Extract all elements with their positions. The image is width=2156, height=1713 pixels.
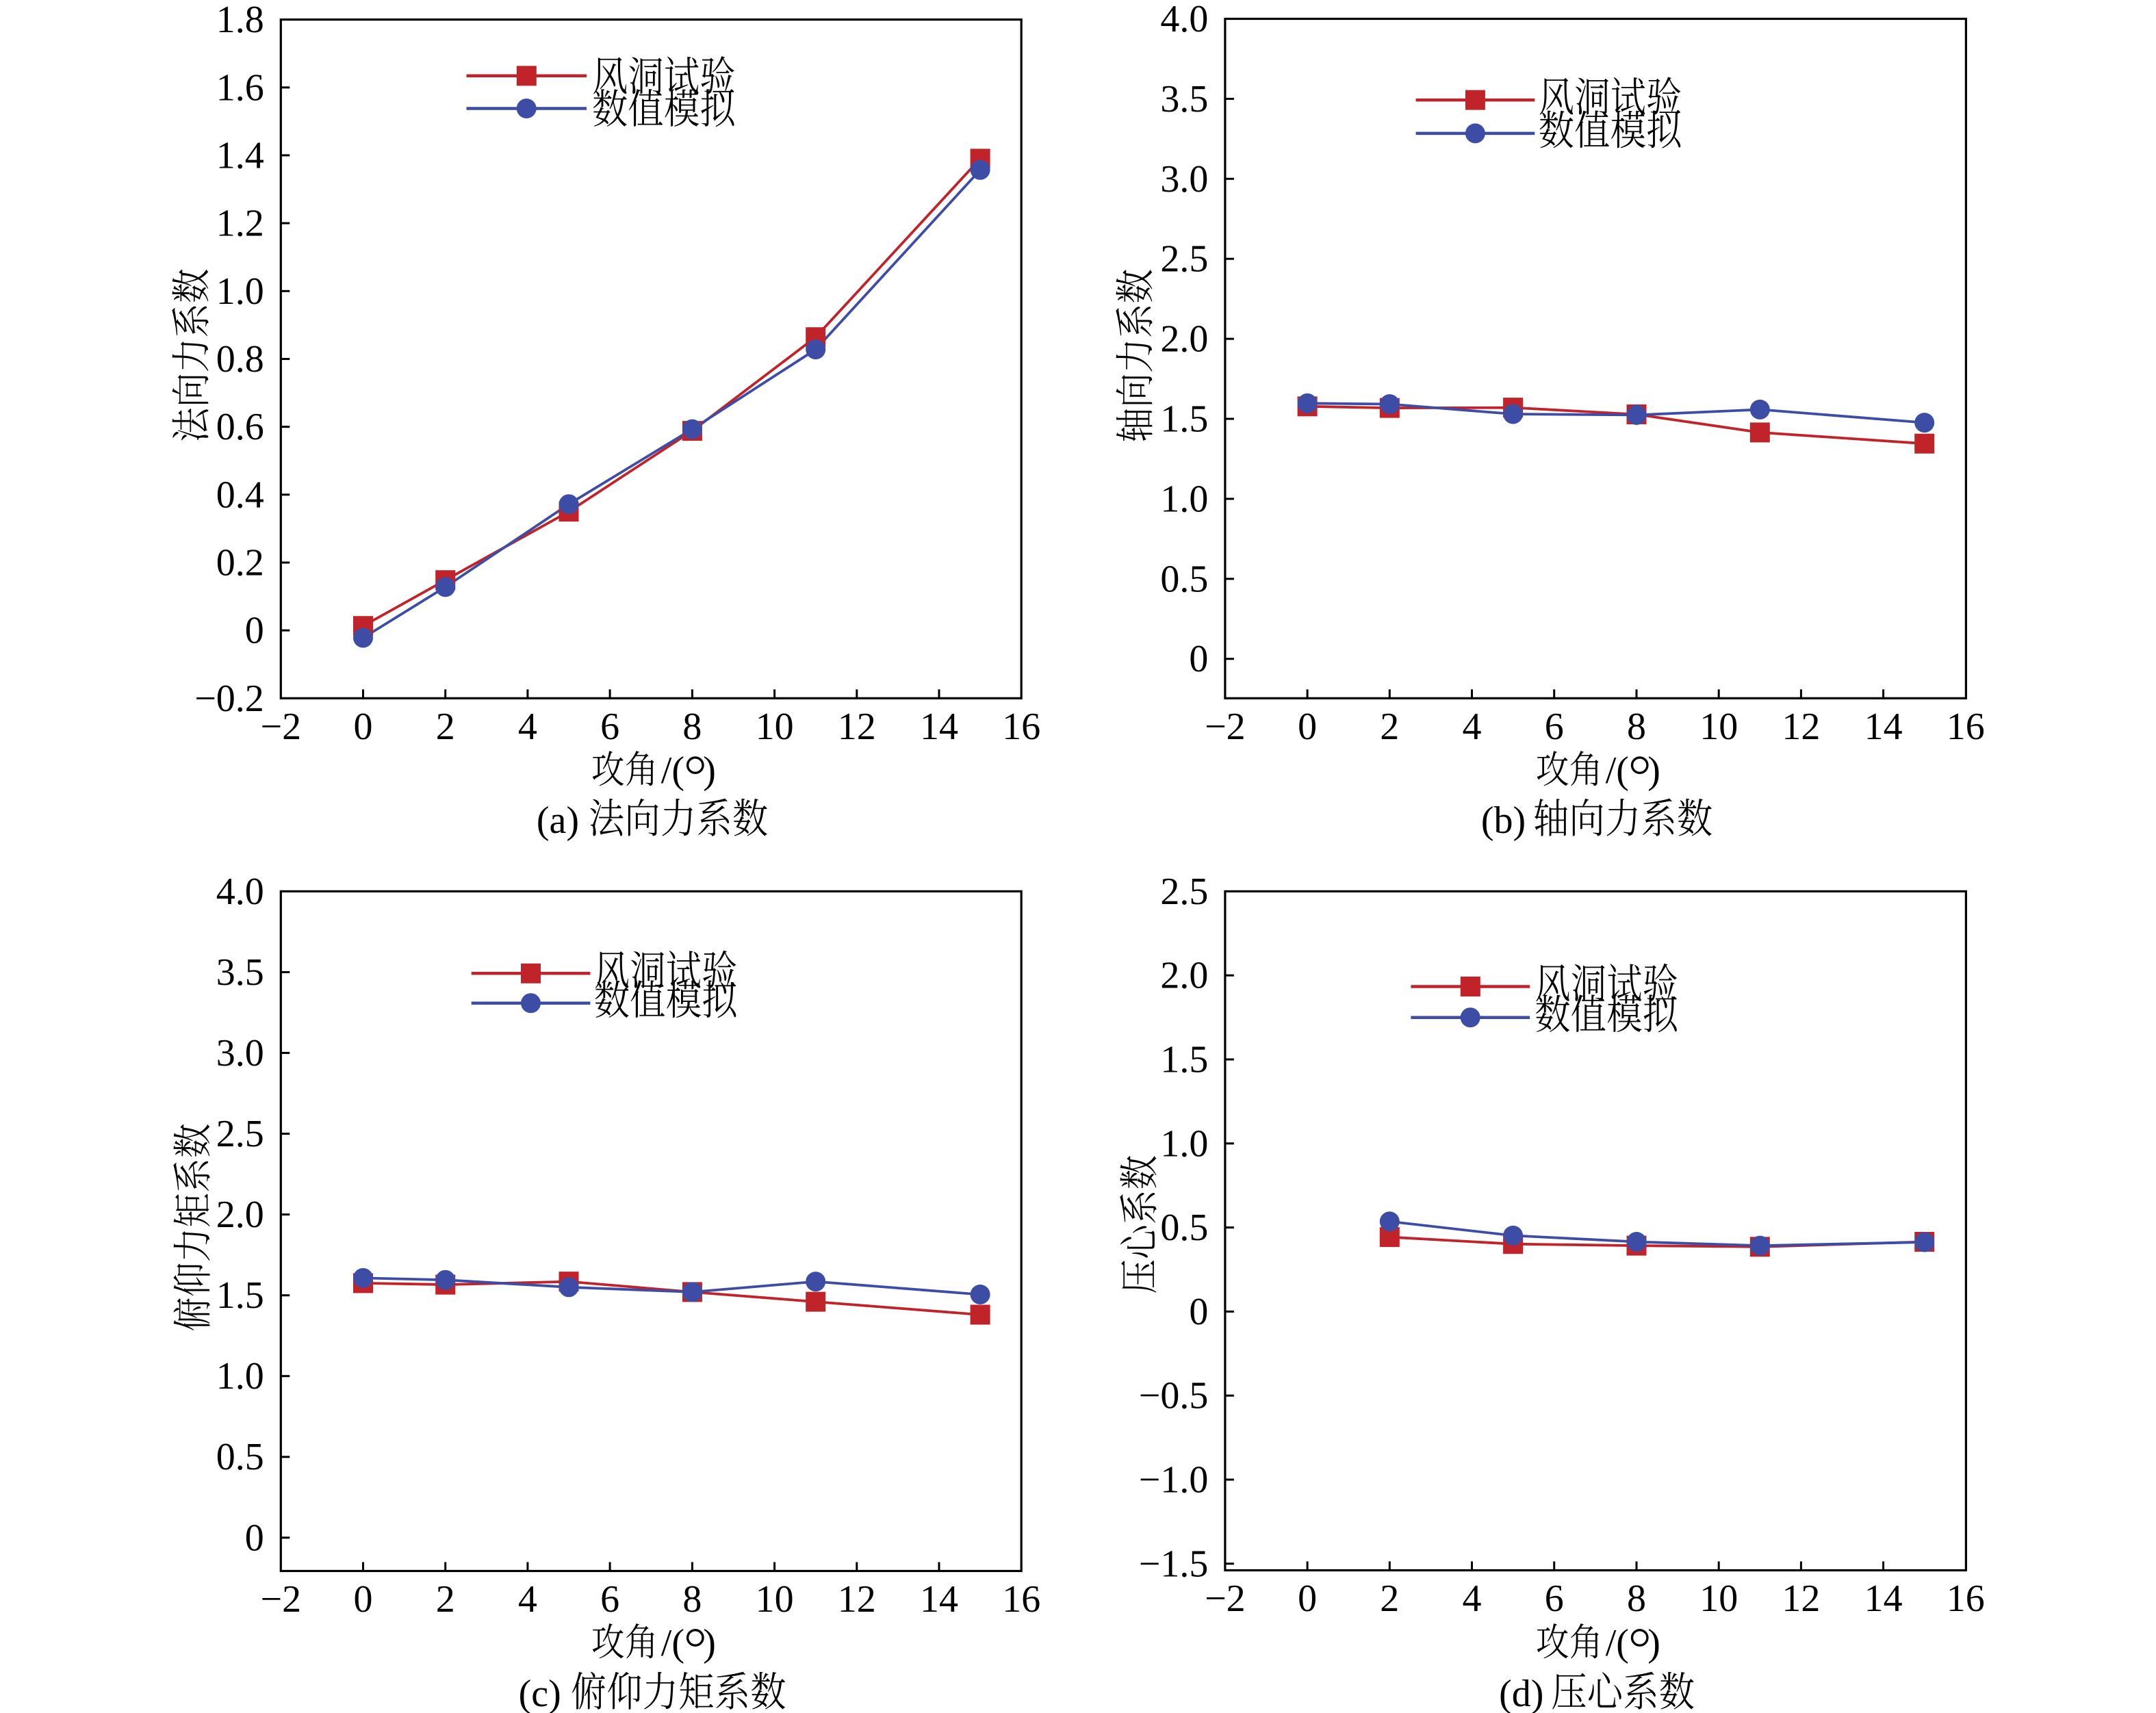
svg-text:0.5: 0.5 [1160, 558, 1208, 600]
svg-text:4: 4 [1463, 706, 1482, 748]
svg-text:): ) [1647, 749, 1660, 792]
svg-text:−2: −2 [1205, 706, 1246, 748]
svg-text:4: 4 [518, 706, 537, 748]
svg-text:): ) [703, 1622, 716, 1664]
svg-text:1.0: 1.0 [216, 1355, 264, 1398]
svg-text:10: 10 [1699, 1577, 1738, 1620]
svg-text:−2: −2 [261, 1578, 302, 1621]
svg-text:3.5: 3.5 [1160, 78, 1208, 120]
svg-text:2: 2 [436, 1578, 455, 1621]
svg-text:3.0: 3.0 [1160, 158, 1208, 201]
svg-text:(a): (a) [537, 799, 579, 842]
svg-text:1.0: 1.0 [1160, 478, 1208, 520]
svg-text:6: 6 [600, 706, 619, 748]
svg-text:1.5: 1.5 [1160, 398, 1208, 441]
svg-text:−0.2: −0.2 [194, 678, 264, 720]
svg-text:16: 16 [1947, 706, 1985, 748]
svg-text:3.5: 3.5 [216, 951, 264, 994]
svg-text:0.5: 0.5 [216, 1436, 264, 1478]
svg-text:2.0: 2.0 [1160, 955, 1208, 997]
svg-text:2.5: 2.5 [1160, 871, 1208, 913]
svg-text:10: 10 [1699, 706, 1738, 748]
svg-text:−0.5: −0.5 [1139, 1375, 1209, 1417]
svg-text:1.0: 1.0 [1160, 1122, 1208, 1165]
svg-text:1.5: 1.5 [216, 1274, 264, 1317]
svg-text:1.5: 1.5 [1160, 1039, 1208, 1081]
svg-text:8: 8 [1627, 706, 1646, 748]
svg-text:12: 12 [838, 706, 876, 748]
svg-text:2.5: 2.5 [1160, 238, 1208, 281]
svg-text:(d): (d) [1499, 1673, 1543, 1713]
svg-text:−1.5: −1.5 [1139, 1543, 1209, 1585]
svg-text:4.0: 4.0 [216, 871, 264, 913]
svg-text:0.5: 0.5 [1160, 1207, 1208, 1249]
svg-text:0.8: 0.8 [216, 338, 264, 381]
svg-text:14: 14 [1864, 1577, 1903, 1620]
svg-text:12: 12 [838, 1578, 876, 1621]
svg-text:/(: /( [661, 749, 684, 792]
svg-text:2: 2 [436, 706, 455, 748]
svg-text:1.0: 1.0 [216, 270, 264, 313]
svg-text:2: 2 [1380, 706, 1399, 748]
svg-text:4.0: 4.0 [1160, 0, 1208, 40]
svg-text:2: 2 [1380, 1577, 1399, 1620]
svg-text:−1.0: −1.0 [1139, 1459, 1209, 1502]
svg-text:/(: /( [1606, 749, 1629, 792]
svg-text:0: 0 [1298, 1577, 1317, 1620]
svg-text:6: 6 [1545, 1577, 1564, 1620]
svg-text:14: 14 [1864, 706, 1903, 748]
svg-text:10: 10 [756, 1578, 794, 1621]
svg-text:0.6: 0.6 [216, 406, 264, 448]
svg-text:0: 0 [354, 1578, 373, 1621]
svg-text:6: 6 [1545, 706, 1564, 748]
svg-text:16: 16 [1002, 706, 1040, 748]
svg-text:16: 16 [1002, 1578, 1040, 1621]
svg-text:2.0: 2.0 [216, 1194, 264, 1236]
svg-text:/(: /( [1606, 1622, 1629, 1664]
svg-text:8: 8 [682, 1578, 702, 1621]
svg-text:1.4: 1.4 [216, 134, 264, 177]
svg-text:(c): (c) [519, 1673, 561, 1713]
svg-text:0.2: 0.2 [216, 542, 264, 584]
svg-text:0: 0 [245, 1517, 264, 1559]
svg-text:6: 6 [600, 1578, 619, 1621]
svg-text:1.2: 1.2 [216, 203, 264, 245]
svg-text:8: 8 [1627, 1577, 1646, 1620]
svg-text:0: 0 [354, 706, 373, 748]
svg-text:12: 12 [1782, 706, 1820, 748]
svg-text:0: 0 [1298, 706, 1317, 748]
svg-text:0: 0 [245, 610, 264, 652]
svg-text:8: 8 [682, 706, 702, 748]
svg-text:1.8: 1.8 [216, 0, 264, 41]
svg-text:(b): (b) [1481, 799, 1526, 842]
svg-text:/(: /( [661, 1622, 684, 1664]
svg-text:−2: −2 [1205, 1577, 1246, 1620]
svg-text:0: 0 [1189, 638, 1208, 680]
svg-text:12: 12 [1782, 1577, 1820, 1620]
svg-text:1.6: 1.6 [216, 66, 264, 109]
svg-text:14: 14 [920, 706, 958, 748]
svg-text:4: 4 [1463, 1577, 1482, 1620]
svg-text:): ) [703, 749, 716, 792]
svg-text:10: 10 [756, 706, 794, 748]
svg-text:2.0: 2.0 [1160, 318, 1208, 361]
svg-text:16: 16 [1947, 1577, 1985, 1620]
svg-text:3.0: 3.0 [216, 1032, 264, 1074]
svg-text:14: 14 [920, 1578, 958, 1621]
svg-text:−2: −2 [261, 706, 302, 748]
svg-text:0.4: 0.4 [216, 474, 264, 516]
svg-text:2.5: 2.5 [216, 1113, 264, 1155]
svg-text:0: 0 [1189, 1291, 1208, 1333]
svg-text:4: 4 [518, 1578, 537, 1621]
svg-text:): ) [1647, 1622, 1660, 1664]
